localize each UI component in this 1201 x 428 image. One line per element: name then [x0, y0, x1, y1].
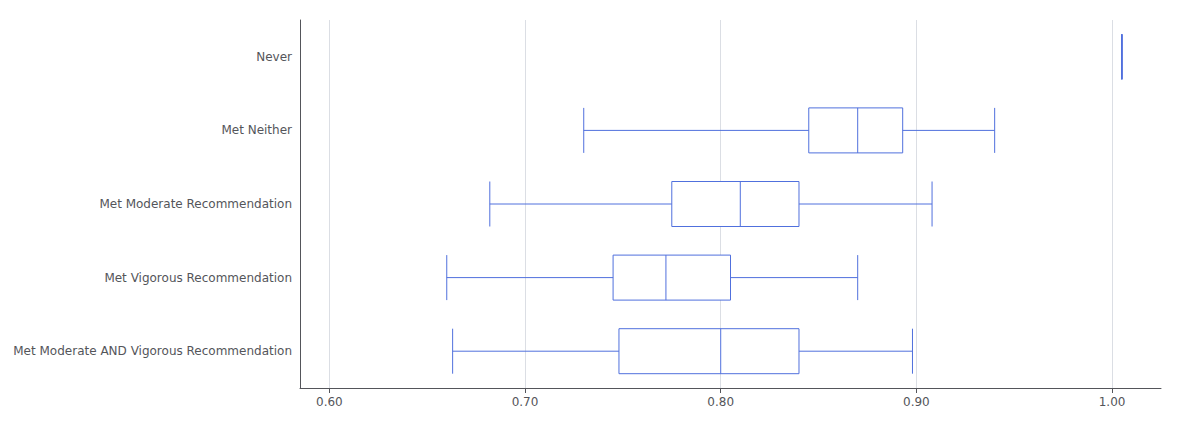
svg-text:Met Moderate Recommendation: Met Moderate Recommendation	[99, 197, 292, 211]
svg-text:Met Moderate AND Vigorous Reco: Met Moderate AND Vigorous Recommendation	[13, 344, 292, 358]
svg-text:Met Vigorous Recommendation: Met Vigorous Recommendation	[104, 271, 292, 285]
svg-text:Never: Never	[256, 50, 292, 64]
svg-text:Met Neither: Met Neither	[221, 123, 292, 137]
svg-text:0.70: 0.70	[512, 395, 539, 409]
svg-text:0.90: 0.90	[903, 395, 930, 409]
svg-text:1.00: 1.00	[1099, 395, 1126, 409]
svg-text:0.80: 0.80	[707, 395, 734, 409]
svg-text:0.60: 0.60	[316, 395, 343, 409]
